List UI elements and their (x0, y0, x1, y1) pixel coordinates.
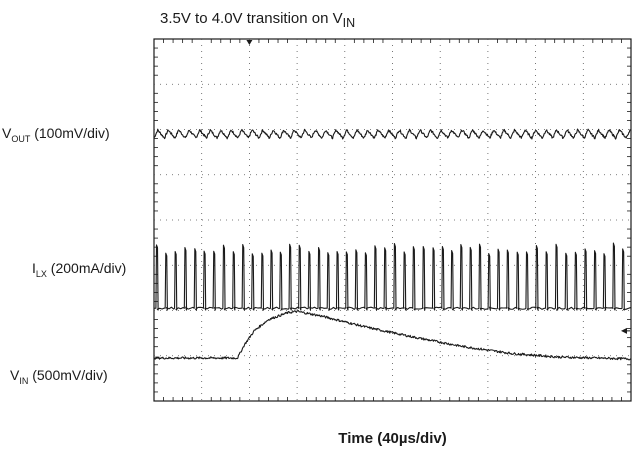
markers (246, 40, 630, 334)
x-axis-label: Time (40µs/div) (338, 430, 447, 447)
series-label-vin: VIN (500mV/div) (10, 367, 108, 386)
trigger-marker (246, 40, 253, 45)
series-label-vout: VOUT (100mV/div) (2, 125, 110, 144)
trace-ilx (153, 242, 632, 311)
traces (153, 128, 632, 361)
trace-vin (153, 310, 632, 361)
trace-vout (153, 128, 632, 140)
level-marker (621, 327, 627, 334)
chart-title: 3.5V to 4.0V transition on VIN (160, 10, 356, 30)
series-label-ilx: ILX (200mA/div) (32, 260, 127, 279)
grid (154, 39, 631, 401)
